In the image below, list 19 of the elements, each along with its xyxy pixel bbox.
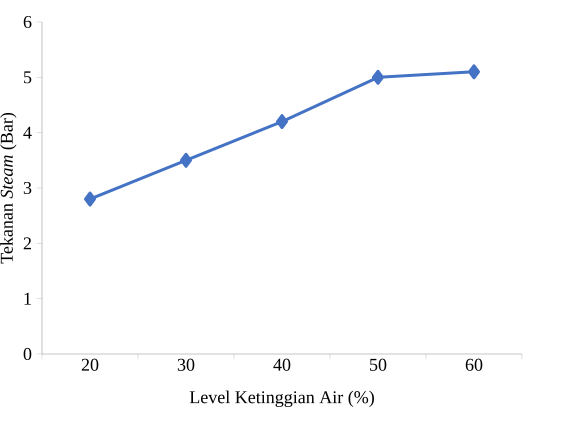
y-tick-label: 4 bbox=[23, 126, 32, 139]
point bbox=[372, 70, 384, 85]
y-tick-label: 5 bbox=[24, 71, 32, 84]
y-axis-title: Tekanan Steam (Bar) bbox=[0, 112, 16, 264]
x-tick-label: 20 bbox=[82, 358, 98, 371]
y-tick-label: 2 bbox=[24, 237, 31, 250]
y-tick-label: 6 bbox=[24, 16, 32, 28]
x-tick-label: 40 bbox=[273, 358, 290, 371]
y-tick-label: 3 bbox=[24, 182, 32, 194]
x-tick-label: 30 bbox=[178, 358, 194, 371]
point bbox=[180, 152, 192, 168]
y-tick-label: 0 bbox=[24, 348, 32, 360]
x-tick-label: 60 bbox=[466, 358, 482, 371]
point bbox=[84, 192, 96, 207]
point bbox=[468, 64, 480, 80]
point bbox=[276, 114, 288, 130]
x-tick-label: 50 bbox=[370, 358, 386, 371]
x-axis-title: Level Ketinggian Air (%) bbox=[190, 390, 374, 408]
y-tick-label: 1 bbox=[24, 292, 31, 305]
